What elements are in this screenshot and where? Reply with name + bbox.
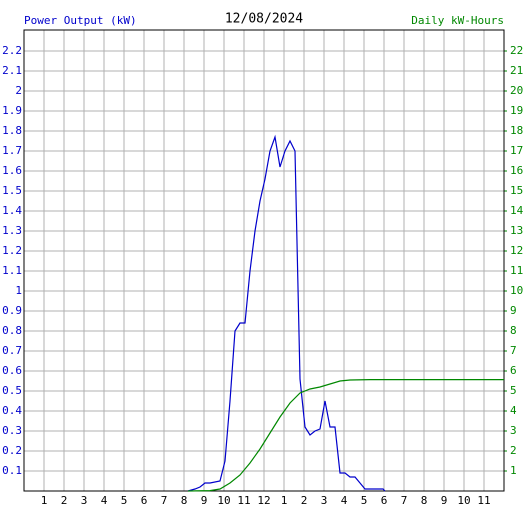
y2-tick-label: 3 — [510, 424, 517, 437]
y2-tick-label: 14 — [510, 204, 524, 217]
x-tick-label: 5 — [361, 494, 368, 507]
x-tick-label: 2 — [61, 494, 68, 507]
x-tick-label: 8 — [421, 494, 428, 507]
y-tick-label: 0.6 — [2, 364, 22, 377]
y2-tick-label: 19 — [510, 104, 523, 117]
x-tick-label: 5 — [121, 494, 128, 507]
y2-tick-label: 15 — [510, 184, 523, 197]
y2-tick-label: 12 — [510, 244, 523, 257]
chart-title: 12/08/2024 — [225, 12, 303, 27]
x-tick-label: 4 — [101, 494, 108, 507]
y2-tick-label: 16 — [510, 164, 523, 177]
x-tick-label: 12 — [257, 494, 270, 507]
x-tick-label: 6 — [381, 494, 388, 507]
y2-tick-label: 9 — [510, 304, 517, 317]
y-tick-label: 1.5 — [2, 184, 22, 197]
y-tick-label: 0.9 — [2, 304, 22, 317]
y-tick-label: 1.4 — [2, 204, 22, 217]
y-tick-label: 0.2 — [2, 444, 22, 457]
y2-tick-label: 5 — [510, 384, 517, 397]
y2-tick-label: 18 — [510, 124, 523, 137]
x-tick-label: 9 — [441, 494, 448, 507]
y2-tick-label: 6 — [510, 364, 517, 377]
y2-tick-label: 8 — [510, 324, 517, 337]
y2-tick-label: 13 — [510, 224, 523, 237]
x-tick-label: 7 — [401, 494, 408, 507]
y2-tick-label: 4 — [510, 404, 517, 417]
y-tick-label: 1.7 — [2, 144, 22, 157]
y-tick-label: 2 — [15, 84, 22, 97]
x-tick-label: 7 — [161, 494, 168, 507]
y-tick-label: 2.1 — [2, 64, 22, 77]
y-tick-label: 1.6 — [2, 164, 22, 177]
y2-tick-label: 7 — [510, 344, 517, 357]
y-tick-label: 0.5 — [2, 384, 22, 397]
x-tick-label: 8 — [181, 494, 188, 507]
x-tick-label: 11 — [237, 494, 250, 507]
y2-tick-label: 1 — [510, 464, 517, 477]
y-tick-label: 2.2 — [2, 44, 22, 57]
x-tick-label: 3 — [321, 494, 328, 507]
y2-tick-label: 22 — [510, 44, 523, 57]
y-tick-label: 1.3 — [2, 224, 22, 237]
y-tick-label: 0.7 — [2, 344, 22, 357]
y2-tick-label: 11 — [510, 264, 523, 277]
y2-tick-label: 10 — [510, 284, 523, 297]
x-tick-label: 9 — [201, 494, 208, 507]
y-tick-label: 1.2 — [2, 244, 22, 257]
y2-tick-label: 20 — [510, 84, 523, 97]
x-tick-label: 10 — [217, 494, 230, 507]
y-tick-label: 0.8 — [2, 324, 22, 337]
x-tick-label: 10 — [457, 494, 470, 507]
y-tick-label: 1.8 — [2, 124, 22, 137]
y-tick-label: 0.4 — [2, 404, 22, 417]
y-axis-title: Power Output (kW) — [24, 14, 137, 27]
x-tick-label: 6 — [141, 494, 148, 507]
data-line — [187, 379, 504, 492]
x-tick-label: 2 — [301, 494, 308, 507]
x-tick-label: 1 — [281, 494, 288, 507]
data-line — [187, 134, 386, 492]
x-tick-label: 11 — [477, 494, 490, 507]
y-tick-label: 1.9 — [2, 104, 22, 117]
y-tick-label: 1 — [15, 284, 22, 297]
y-tick-label: 0.1 — [2, 464, 22, 477]
y-tick-label: 1.1 — [2, 264, 22, 277]
y2-tick-label: 17 — [510, 144, 523, 157]
y2-tick-label: 21 — [510, 64, 523, 77]
x-tick-label: 1 — [41, 494, 48, 507]
x-tick-label: 3 — [81, 494, 88, 507]
x-tick-label: 4 — [341, 494, 348, 507]
y2-tick-label: 2 — [510, 444, 517, 457]
y2-axis-title: Daily kW-Hours — [411, 14, 504, 27]
y-tick-label: 0.3 — [2, 424, 22, 437]
plot-frame — [23, 29, 505, 492]
